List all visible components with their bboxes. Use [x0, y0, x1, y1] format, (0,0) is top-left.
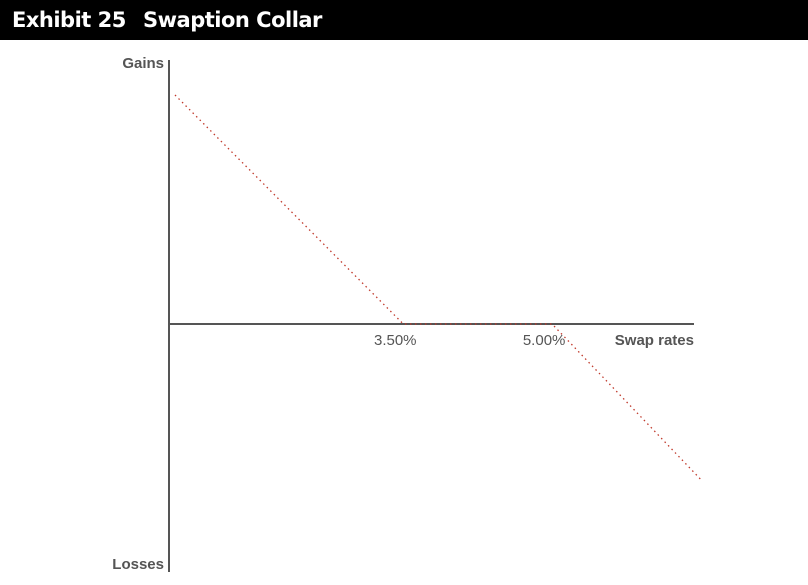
x-tick-labels: 3.50% 5.00% — [374, 332, 565, 349]
exhibit-title: Swaption Collar — [143, 8, 322, 32]
payoff-line — [174, 94, 702, 481]
x-axis-label: Swap rates — [615, 332, 694, 349]
exhibit-number: Exhibit 25 — [12, 8, 126, 32]
x-tick-label: 5.00% — [523, 332, 566, 349]
y-axis-gains-label: Gains — [122, 55, 164, 72]
y-axis-losses-label: Losses — [112, 556, 164, 573]
x-tick-label: 3.50% — [374, 332, 417, 349]
exhibit-header: Exhibit 25 Swaption Collar — [0, 0, 808, 40]
